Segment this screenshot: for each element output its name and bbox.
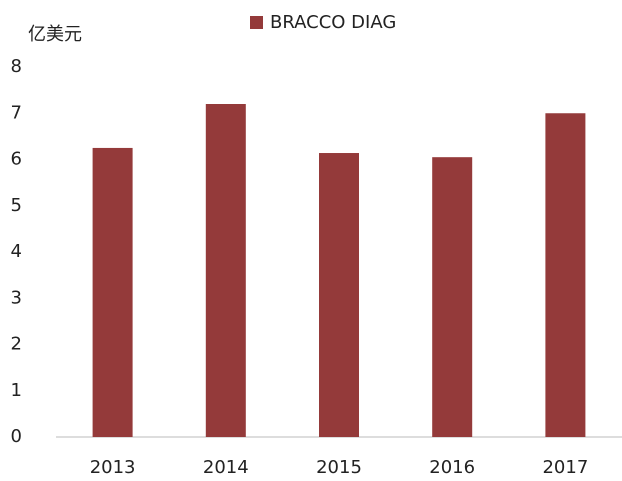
y-tick-label: 7 (11, 102, 22, 123)
legend-swatch (250, 16, 263, 29)
y-tick-label: 5 (11, 195, 22, 216)
y-tick-label: 4 (11, 241, 22, 262)
bar (92, 147, 133, 437)
y-tick-label: 1 (11, 380, 22, 401)
y-tick-label: 8 (11, 56, 22, 77)
bar (432, 157, 473, 437)
y-axis-label: 亿美元 (28, 24, 82, 45)
x-tick-label: 2017 (542, 457, 588, 477)
x-tick-label: 2016 (429, 457, 475, 477)
bar (319, 153, 359, 437)
y-tick-label: 2 (11, 334, 22, 355)
x-tick-label: 2013 (90, 457, 136, 477)
legend-label: BRACCO DIAG (270, 12, 396, 33)
y-tick-label: 6 (11, 149, 22, 170)
y-tick-label: 3 (11, 287, 22, 308)
x-tick-label: 2015 (316, 457, 362, 477)
y-tick-label: 0 (11, 426, 22, 447)
x-tick-label: 2014 (203, 457, 249, 477)
bar (545, 113, 586, 437)
bar (205, 104, 246, 437)
